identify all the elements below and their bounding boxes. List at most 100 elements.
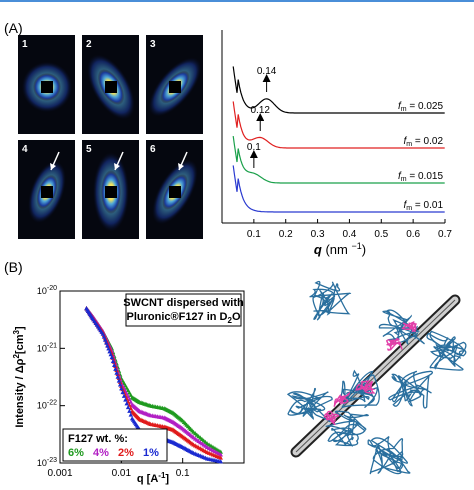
y-tick-label: 10-22 (37, 400, 57, 411)
panel-a-label: (A) (4, 20, 23, 36)
detector-image-6: 6 (146, 140, 203, 239)
data-point-1% (117, 382, 123, 387)
beamstop (41, 81, 53, 93)
feature-arrowhead (178, 163, 184, 170)
data-point-1% (128, 412, 133, 417)
top-rule (0, 0, 474, 2)
detector-image-2: 2 (82, 35, 139, 134)
chart-b-ylabel: Intensity / Δρ2[cm3] (12, 326, 26, 428)
legend-title: F127 wt. %: (68, 433, 128, 445)
chart-a-xlabel: q (nm −1) (314, 241, 366, 257)
data-point-1% (113, 366, 118, 371)
data-point-1% (112, 362, 117, 368)
polymer-coil (286, 387, 333, 423)
polymer-coil (367, 435, 411, 475)
x-tick-label: 0.01 (112, 468, 132, 479)
feature-arrowhead (50, 163, 56, 170)
adsorbed-segment (385, 337, 403, 351)
polymer-coils (286, 280, 467, 475)
data-point-1% (115, 374, 120, 379)
legend-item: 6% (68, 447, 84, 459)
series-label-2: fm = 0.015 (398, 171, 443, 183)
polymer-coil (378, 309, 425, 345)
legend-item: 4% (93, 447, 109, 459)
box-line2: Pluronic®F127 in D2O (126, 311, 240, 325)
legend-item: 1% (143, 447, 159, 459)
detector-image-5: 5 (82, 140, 139, 239)
series-label-0: fm = 0.025 (398, 101, 443, 113)
adsorbed-segment (401, 320, 418, 333)
adsorbed-segment (333, 391, 350, 407)
data-point-6% (218, 449, 223, 454)
x-tick-label: 0.3 (311, 229, 325, 240)
chart-b-xlabel: q [A-1] (137, 471, 170, 485)
feature-arrowhead (114, 163, 120, 170)
data-point-1% (120, 389, 125, 395)
image-number: 6 (150, 144, 156, 155)
y-tick-label: 10-21 (37, 342, 57, 353)
chart-b-legend: F127 wt. %: 6% 4% 2% 1% (62, 428, 168, 462)
chart-b-frame (59, 290, 245, 464)
data-point-2% (218, 455, 223, 460)
data-point-1% (116, 378, 122, 383)
series-line-3 (232, 165, 445, 213)
data-point-1% (127, 408, 132, 413)
beamstop (105, 81, 117, 93)
data-point-1% (114, 370, 119, 375)
x-tick-label: 0.6 (406, 229, 420, 240)
polymer-coil (426, 330, 467, 371)
y-tick-label: 10-20 (37, 285, 57, 296)
data-point-1% (123, 397, 128, 402)
beamstop (169, 186, 181, 198)
series-line-1 (232, 101, 445, 149)
x-tick-label: 0.1 (247, 229, 261, 240)
chart-a: 0.1 0.2 0.3 0.4 0.5 0.6 0.7 fm = 0.025 0.14 fm =… (221, 30, 452, 257)
nanotube-schematic (286, 280, 467, 475)
adsorbed-segment (323, 410, 340, 426)
polymer-coil (388, 370, 433, 409)
y-tick-label: 10-23 (37, 457, 57, 468)
legend-item: 2% (118, 447, 134, 459)
image-number: 1 (22, 39, 28, 50)
series-line-0 (232, 66, 445, 114)
panel-b-label: (B) (4, 259, 23, 275)
polymer-coil (325, 410, 369, 447)
data-point-1% (110, 358, 116, 364)
image-number: 4 (22, 144, 28, 155)
detector-image-3: 3 (146, 35, 203, 134)
chart-b-box: SWCNT dispersed with Pluronic®F127 in D2… (123, 293, 244, 327)
series-label-3: fm = 0.01 (404, 200, 444, 212)
peak-label: 0.1 (247, 142, 261, 153)
detector-images: 1 2 3 4 5 6 (18, 35, 203, 239)
x-tick-label: 0.001 (47, 468, 72, 479)
series-line-2 (232, 136, 445, 184)
x-tick-label: 0.7 (438, 229, 452, 240)
beamstop (169, 81, 181, 93)
xlabel-sup: −1 (351, 241, 361, 251)
box-line1: SWCNT dispersed with (123, 297, 244, 309)
detector-image-1: 1 (18, 35, 75, 134)
adsorbed-segment (355, 380, 376, 394)
data-point-1% (119, 386, 124, 391)
image-number: 2 (86, 39, 92, 50)
detector-image-4: 4 (18, 140, 75, 239)
data-point-1% (125, 404, 131, 410)
x-tick-label: 0.4 (342, 229, 356, 240)
chart-b: 0.001 0.01 0.1 10-20 10-21 10-22 10-23 SWCNT d… (12, 285, 245, 485)
peak-label: 0.12 (250, 105, 270, 116)
polymer-coil (309, 280, 352, 321)
image-number: 5 (86, 144, 92, 155)
peak-label: 0.14 (257, 66, 277, 77)
data-point-4% (218, 452, 223, 457)
xlabel-end: ) (362, 242, 366, 257)
data-point-1% (124, 401, 129, 406)
beamstop (105, 186, 117, 198)
x-tick-label: 0.5 (374, 229, 388, 240)
data-point-1% (121, 393, 127, 398)
image-number: 3 (150, 39, 156, 50)
nanotube-rod (290, 294, 461, 458)
beamstop (41, 186, 53, 198)
x-tick-label: 0.2 (279, 229, 293, 240)
data-point-1% (109, 355, 115, 360)
